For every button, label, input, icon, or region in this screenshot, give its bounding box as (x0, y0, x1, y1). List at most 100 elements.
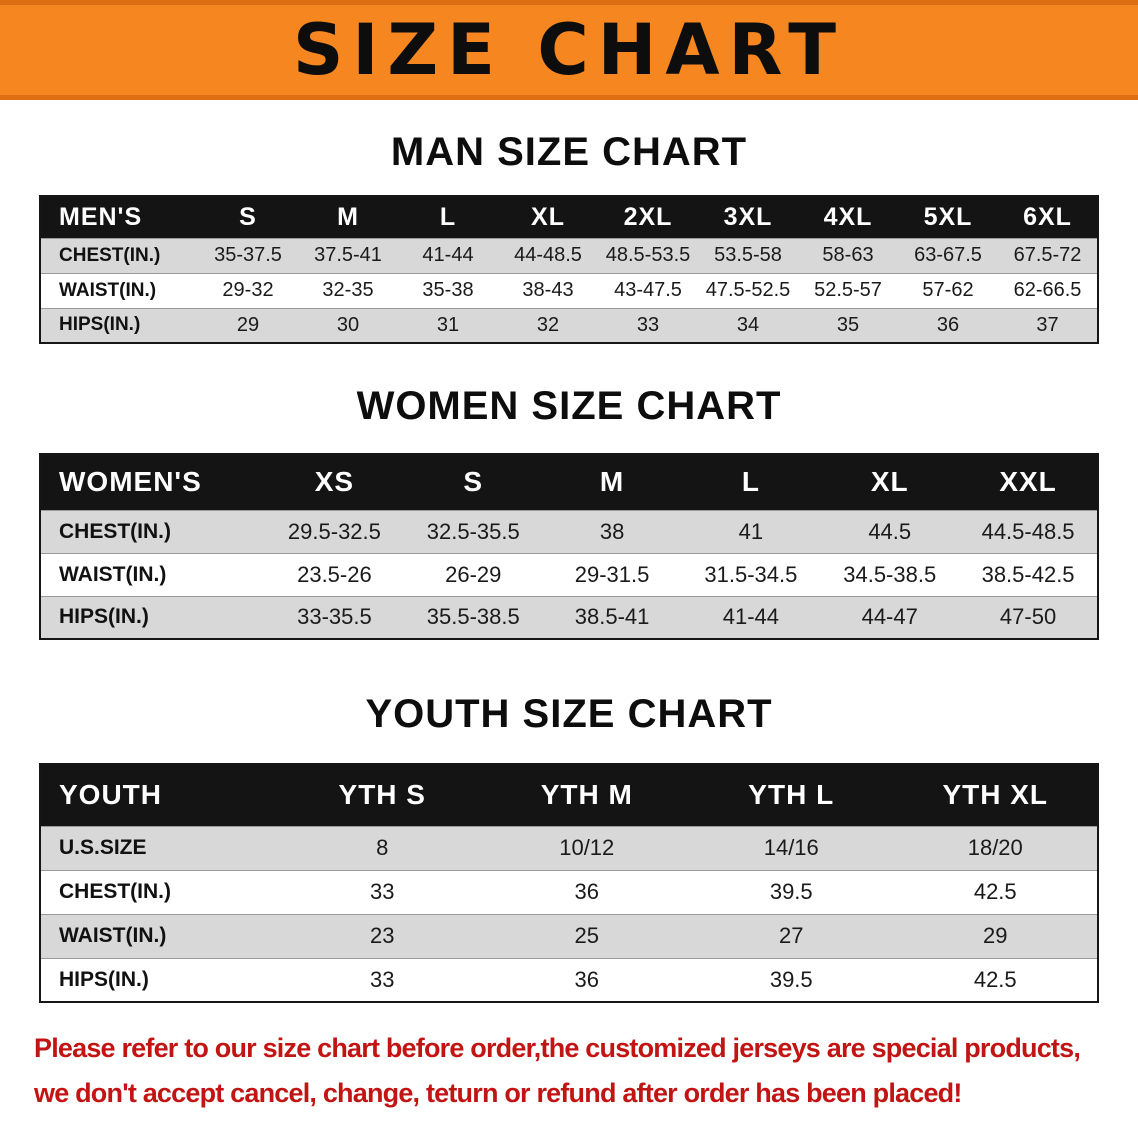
size-value: 34.5-38.5 (843, 561, 937, 587)
women-section-heading: WOMEN SIZE CHART (356, 384, 782, 428)
size-value: 26-29 (445, 561, 502, 587)
size-value: 57-62 (922, 279, 974, 301)
row-label: CHEST(IN.) (59, 880, 171, 903)
women-size-column-header: XL (820, 454, 960, 510)
women-size-chart-section: WOMEN SIZE CHART WOMEN'S XS S M L XL XXL CHEST(I… (0, 384, 1138, 640)
row-label: HIPS(IN.) (59, 967, 149, 991)
size-value: 31 (436, 313, 460, 336)
row-label: HIPS(IN.) (59, 314, 141, 336)
size-value: 33 (370, 966, 395, 992)
size-value: 38-43 (522, 279, 574, 301)
men-size-column-header: 3XL (698, 196, 798, 238)
table-row: HIPS(IN.) 33-35.5 35.5-38.5 38.5-41 41-44 44-… (40, 596, 1098, 639)
row-label: CHEST(IN.) (59, 244, 161, 266)
size-value: 29.5-32.5 (287, 518, 381, 544)
youth-size-table: YOUTH YTH S YTH M YTH L YTH XL U.S.SIZE 8 10/12… (39, 763, 1099, 1003)
men-size-column-header: 6XL (998, 196, 1098, 238)
notice-line-1: Please refer to our size chart before or… (34, 1033, 1081, 1063)
youth-size-column-header: YTH M (484, 764, 689, 826)
size-value: 43-47.5 (614, 279, 682, 301)
women-size-column-header: L (681, 454, 821, 510)
youth-size-column-header: YTH S (280, 764, 485, 826)
size-value: 31.5-34.5 (704, 561, 798, 587)
row-label: U.S.SIZE (59, 836, 147, 859)
men-size-column-header: 4XL (798, 196, 898, 238)
banner: SIZE CHART (0, 0, 1138, 100)
size-value: 29-32 (222, 279, 274, 301)
men-size-column-header: 5XL (898, 196, 998, 238)
women-group-label: WOMEN'S (40, 454, 265, 510)
size-value: 47.5-52.5 (705, 279, 791, 301)
size-value: 53.5-58 (714, 244, 782, 266)
size-value: 48.5-53.5 (605, 244, 691, 266)
size-value: 32.5-35.5 (426, 518, 520, 544)
size-value: 25 (574, 923, 599, 948)
size-value: 41-44 (722, 604, 780, 630)
size-value: 23 (370, 923, 395, 948)
table-row: HIPS(IN.) 33 36 39.5 42.5 (40, 958, 1098, 1002)
size-value: 38.5-41 (574, 604, 650, 630)
row-label: WAIST(IN.) (59, 279, 157, 301)
row-label: CHEST(IN.) (59, 519, 171, 543)
men-size-column-header: 2XL (598, 196, 698, 238)
table-row: U.S.SIZE 8 10/12 14/16 18/20 (40, 826, 1098, 870)
size-value: 33 (370, 879, 395, 904)
size-chart-sections: MAN SIZE CHART MEN'S S M L XL 2XL 3XL 4XL 5XL 6XL C… (0, 130, 1138, 1003)
size-value: 36 (936, 313, 960, 336)
size-value: 14/16 (763, 835, 819, 860)
size-value: 44.5 (868, 518, 912, 544)
size-value: 35 (836, 313, 860, 336)
size-value: 29 (236, 313, 260, 336)
men-header-row: MEN'S S M L XL 2XL 3XL 4XL 5XL 6XL (40, 196, 1098, 238)
size-value: 36 (574, 966, 599, 992)
men-section-heading: MAN SIZE CHART (390, 130, 748, 174)
women-size-column-header: M (542, 454, 682, 510)
youth-size-column-header: YTH XL (893, 764, 1098, 826)
youth-group-label: YOUTH (40, 764, 280, 826)
size-value: 41 (738, 518, 764, 544)
men-size-column-header: M (298, 196, 398, 238)
youth-section-heading: YOUTH SIZE CHART (365, 692, 773, 736)
size-value: 23.5-26 (297, 561, 372, 587)
row-label: HIPS(IN.) (59, 605, 149, 629)
youth-header-row: YOUTH YTH S YTH M YTH L YTH XL (40, 764, 1098, 826)
men-size-table: MEN'S S M L XL 2XL 3XL 4XL 5XL 6XL CHEST(IN.) 35-37… (39, 195, 1099, 344)
size-value: 44-47 (861, 604, 918, 630)
size-value: 41-44 (422, 244, 474, 266)
size-value: 18/20 (967, 835, 1023, 860)
size-value: 33-35.5 (297, 604, 372, 630)
size-value: 32 (536, 313, 560, 336)
size-value: 39.5 (769, 879, 813, 904)
men-size-column-header: XL (498, 196, 598, 238)
size-value: 29 (983, 923, 1008, 948)
size-value: 35-38 (422, 279, 474, 301)
size-value: 37 (1036, 313, 1059, 336)
size-value: 32-35 (322, 279, 374, 301)
size-value: 36 (574, 879, 599, 904)
size-value: 44-48.5 (514, 244, 582, 266)
row-label: WAIST(IN.) (59, 924, 167, 947)
size-value: 42.5 (973, 879, 1017, 904)
size-value: 33 (636, 313, 660, 336)
youth-size-column-header: YTH L (689, 764, 894, 826)
women-size-table: WOMEN'S XS S M L XL XXL CHEST(IN.) 29.5-32.5 32.5… (39, 453, 1099, 640)
size-value: 38.5-42.5 (981, 561, 1075, 587)
row-label: WAIST(IN.) (59, 562, 167, 586)
notice-line-2: we don't accept cancel, change, teturn o… (34, 1078, 962, 1109)
table-row: WAIST(IN.) 23 25 27 29 (40, 914, 1098, 958)
size-value: 37.5-41 (314, 244, 382, 266)
size-value: 42.5 (973, 966, 1017, 992)
table-row: CHEST(IN.) 35-37.5 37.5-41 41-44 44-48.5 48.5… (40, 238, 1098, 273)
size-value: 39.5 (769, 966, 813, 992)
size-value: 62-66.5 (1013, 279, 1082, 301)
women-size-column-header: XS (265, 454, 404, 510)
women-size-column-header: S (403, 454, 543, 510)
men-size-column-header: L (398, 196, 498, 238)
size-value: 63-67.5 (914, 244, 982, 266)
size-value: 27 (779, 923, 804, 948)
table-row: CHEST(IN.) 33 36 39.5 42.5 (40, 870, 1098, 914)
size-value: 52.5-57 (814, 279, 882, 301)
size-value: 67.5-72 (1013, 244, 1082, 266)
table-row: CHEST(IN.) 29.5-32.5 32.5-35.5 38 41 44.5 44.5… (40, 510, 1098, 553)
